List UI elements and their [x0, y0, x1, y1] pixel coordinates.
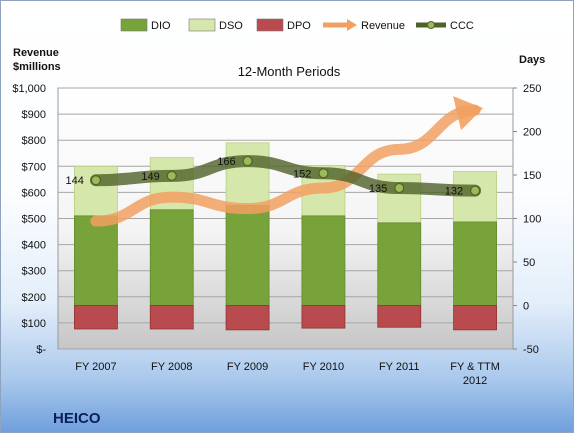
x-tick-label: FY 2010 — [303, 361, 344, 373]
ccc-point — [469, 185, 481, 196]
right-tick-label: -50 — [523, 344, 539, 356]
ccc-data-label: 149 — [141, 171, 159, 183]
left-tick-label: $200 — [22, 292, 46, 304]
ccc-data-label: 166 — [217, 156, 235, 168]
right-tick-label: 100 — [523, 214, 541, 226]
ccc-point — [90, 175, 102, 186]
legend-label: DIO — [151, 20, 171, 32]
dso-bar — [453, 171, 497, 223]
ccc-point — [394, 182, 405, 194]
legend-arrow-icon — [347, 19, 357, 31]
dio-bar — [301, 215, 346, 306]
dio-bar — [149, 209, 194, 306]
left-tick-label: $- — [36, 344, 46, 356]
legend-swatch-dio — [120, 18, 148, 32]
x-tick-label: FY 2011 — [379, 361, 420, 373]
dpo-bar — [225, 305, 270, 331]
left-tick-label: $600 — [22, 187, 46, 199]
ccc-data-label: 132 — [445, 186, 463, 198]
right-tick-label: 50 — [523, 257, 535, 269]
x-tick-label: FY 2009 — [227, 361, 268, 373]
legend-swatch-dso — [188, 18, 216, 32]
x-tick-label: FY 2008 — [151, 361, 192, 373]
left-tick-label: $500 — [22, 214, 46, 226]
legend-swatch-dpo — [256, 18, 284, 32]
right-tick-label: 200 — [523, 127, 541, 139]
legend-label: CCC — [450, 20, 474, 32]
dso-bar — [225, 142, 270, 206]
x-tick-label: FY 2007 — [75, 361, 116, 373]
left-axis-title-line1: Revenue — [13, 47, 59, 59]
left-tick-label: $1,000 — [12, 83, 46, 95]
chart-title: 12-Month Periods — [238, 64, 341, 79]
legend-label: Revenue — [361, 20, 405, 32]
dpo-bar — [453, 305, 497, 331]
revenue-line — [90, 104, 481, 227]
left-tick-label: $800 — [22, 135, 46, 147]
right-tick-label: 250 — [523, 83, 541, 95]
ccc-data-label: 144 — [66, 175, 84, 187]
dio-bar — [74, 215, 118, 306]
right-tick-label: 0 — [523, 301, 529, 313]
dpo-bar — [301, 305, 346, 329]
x-tick-label: FY & TTM — [450, 361, 500, 373]
right-tick-label: 150 — [523, 170, 541, 182]
legend-label: DSO — [219, 20, 243, 32]
left-tick-label: $900 — [22, 109, 46, 121]
ccc-data-label: 152 — [293, 168, 311, 180]
left-tick-label: $100 — [22, 318, 46, 330]
dpo-bar — [74, 305, 118, 330]
revenue-arrowhead — [453, 96, 484, 131]
ccc-point — [242, 155, 253, 167]
dpo-bar — [377, 305, 422, 328]
dio-bar — [377, 222, 422, 306]
ccc-point — [166, 170, 177, 181]
left-tick-label: $700 — [22, 161, 46, 173]
left-axis-title-line2: $millions — [13, 61, 61, 73]
ccc-data-label: 135 — [369, 183, 387, 195]
dpo-bar — [149, 305, 194, 330]
dso-bar — [74, 165, 118, 217]
legend-label: DPO — [287, 20, 311, 32]
company-name: HEICO — [53, 410, 101, 427]
ccc-point — [318, 168, 329, 179]
legend-marker-icon — [427, 21, 435, 29]
left-tick-label: $400 — [22, 240, 46, 252]
left-tick-label: $300 — [22, 266, 46, 278]
dio-bar — [225, 205, 270, 306]
x-tick-label: 2012 — [463, 375, 487, 387]
right-axis-title: Days — [519, 54, 545, 66]
dio-bar — [453, 221, 497, 306]
